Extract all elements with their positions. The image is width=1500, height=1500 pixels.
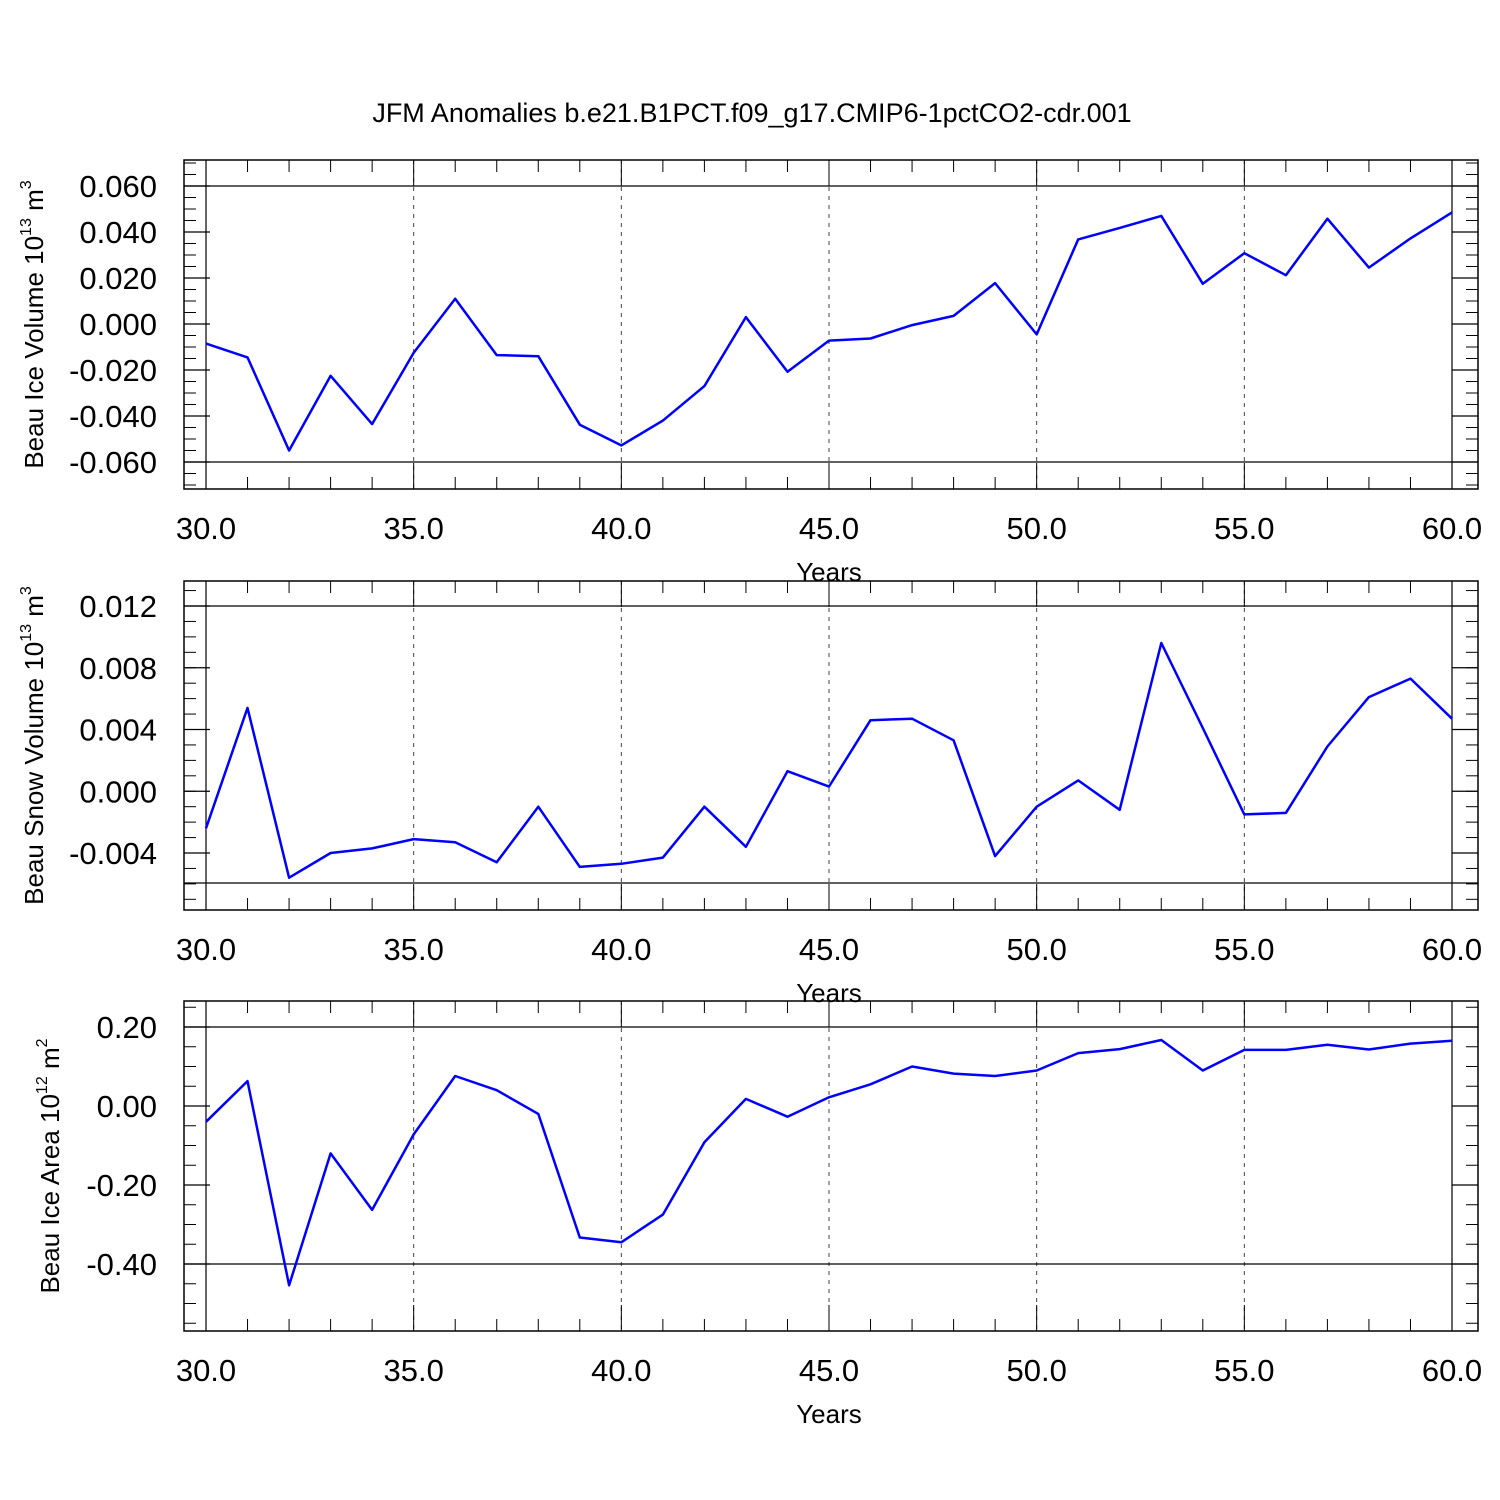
- y-tick-label: -0.004: [69, 836, 157, 871]
- y-tick-label: 0.20: [97, 1010, 157, 1045]
- panel-3: -0.40 -0.20 0.00 0.20 30.0 35.0 40.0 45.0 50.0 55…: [34, 1000, 1482, 1429]
- y-tick-label: 0.040: [79, 215, 157, 250]
- x-tick-label: 35.0: [383, 511, 443, 546]
- y-tick-label: -0.40: [86, 1247, 157, 1282]
- chart-title: JFM Anomalies b.e21.B1PCT.f09_g17.CMIP6-…: [372, 98, 1131, 128]
- y-tick-label: 0.060: [79, 169, 157, 204]
- x-tick-label: 45.0: [799, 932, 859, 967]
- x-tick-label: 40.0: [591, 1353, 651, 1388]
- x-tick-label: 45.0: [799, 511, 859, 546]
- x-tick-label: 30.0: [176, 1353, 236, 1388]
- y-axis-label: Beau Ice Area 1012 m2: [34, 1038, 65, 1293]
- y-tick-label: 0.00: [97, 1089, 157, 1124]
- y-tick-label: -0.020: [69, 353, 157, 388]
- x-tick-label: 50.0: [1006, 932, 1066, 967]
- y-axis-label: Beau Snow Volume 1013 m3: [18, 586, 49, 905]
- y-tick-label: 0.000: [79, 307, 157, 342]
- series-line: [205, 211, 1453, 452]
- y-tick-label: 0.004: [79, 713, 157, 748]
- panel-2: -0.004 0.000 0.004 0.008 0.012 30.0 35.0 40.0 45…: [18, 580, 1482, 1008]
- plot-frame: [183, 1000, 1479, 1332]
- plot-frame: [183, 580, 1479, 911]
- y-tick-label: 0.008: [79, 651, 157, 686]
- x-tick-label: 50.0: [1006, 511, 1066, 546]
- x-tick-label: 35.0: [383, 1353, 443, 1388]
- x-tick-label: 55.0: [1214, 1353, 1274, 1388]
- x-tick-label: 40.0: [591, 511, 651, 546]
- y-tick-label: -0.040: [69, 399, 157, 434]
- y-tick-label: 0.000: [79, 774, 157, 809]
- y-tick-label: -0.060: [69, 445, 157, 480]
- series-line: [204, 641, 1453, 879]
- x-axis-label: Years: [796, 1399, 862, 1429]
- x-tick-label: 30.0: [176, 511, 236, 546]
- x-tick-label: 55.0: [1214, 932, 1274, 967]
- y-tick-label: 0.012: [79, 589, 157, 624]
- y-tick-label: 0.020: [79, 261, 157, 296]
- x-tick-label: 30.0: [176, 932, 236, 967]
- y-axis-label: Beau Ice Volume 1013 m3: [18, 180, 49, 468]
- series-line: [205, 1038, 1453, 1287]
- x-tick-label: 60.0: [1422, 1353, 1482, 1388]
- chart-panels: -0.060 -0.040 -0.020 0.000 0.020 0.040 0.060 30…: [18, 159, 1482, 1429]
- x-tick-label: 60.0: [1422, 932, 1482, 967]
- panel-1: -0.060 -0.040 -0.020 0.000 0.020 0.040 0.060 30…: [18, 159, 1482, 587]
- y-tick-label: -0.20: [86, 1168, 157, 1203]
- x-tick-label: 35.0: [383, 932, 443, 967]
- x-tick-label: 45.0: [799, 1353, 859, 1388]
- x-tick-label: 55.0: [1214, 511, 1274, 546]
- x-tick-label: 60.0: [1422, 511, 1482, 546]
- x-tick-label: 50.0: [1006, 1353, 1066, 1388]
- x-tick-label: 40.0: [591, 932, 651, 967]
